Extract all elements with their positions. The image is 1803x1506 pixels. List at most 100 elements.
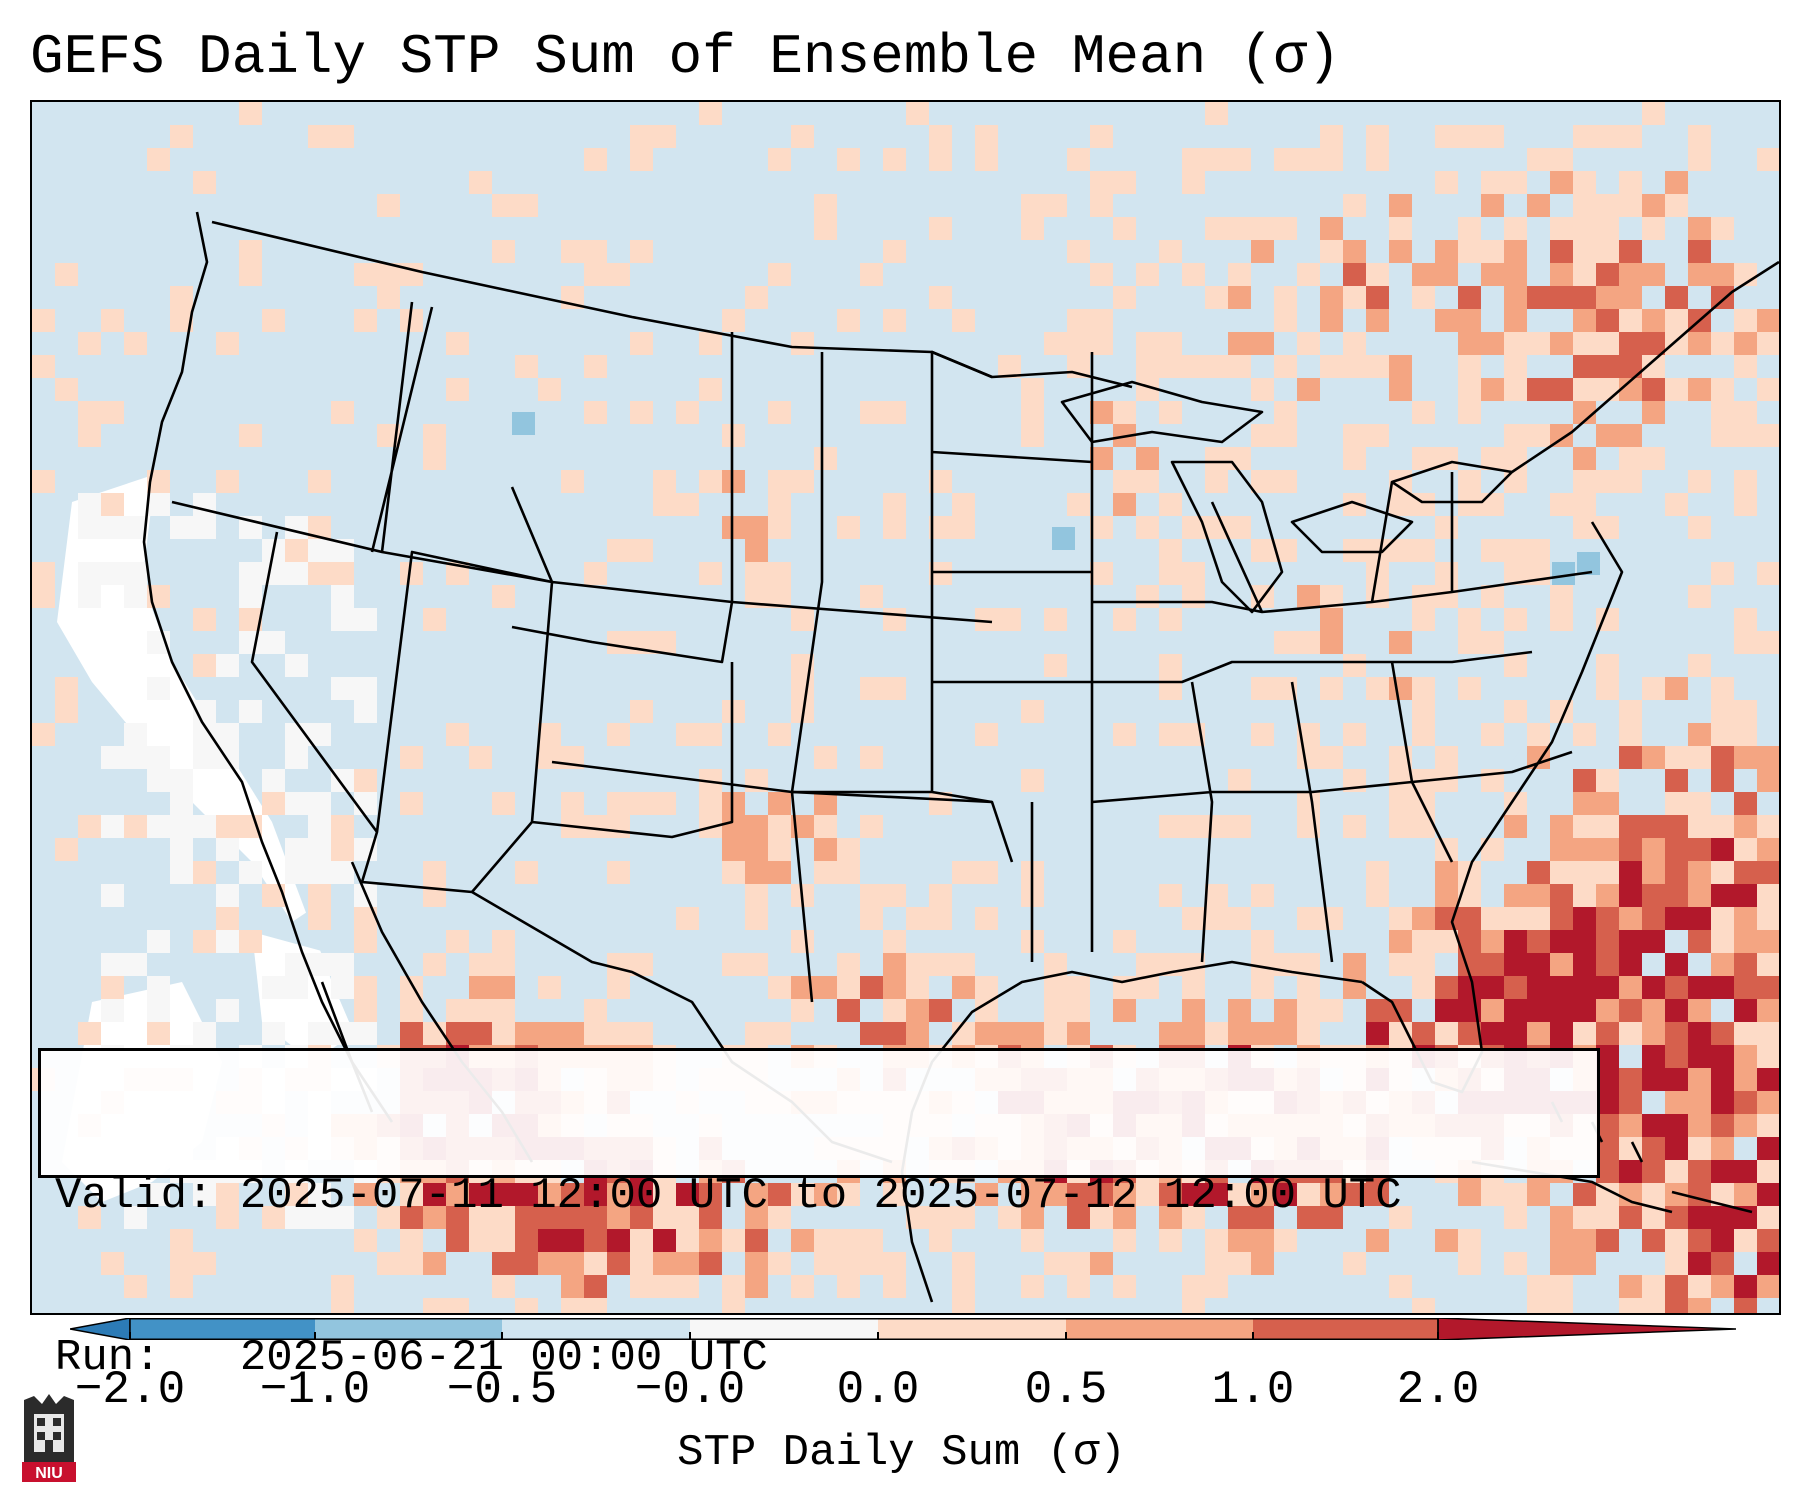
anomaly-cell: [814, 815, 837, 838]
anomaly-cell: [193, 1183, 216, 1206]
anomaly-cell: [1113, 470, 1136, 493]
anomaly-cell: [1642, 217, 1665, 240]
anomaly-cell: [1435, 309, 1458, 332]
anomaly-cell: [699, 1206, 722, 1229]
anomaly-cell: [1665, 1206, 1688, 1229]
anomaly-cell: [1688, 723, 1711, 746]
anomaly-cell: [1734, 746, 1757, 769]
anomaly-cell: [837, 976, 860, 999]
anomaly-cell: [1389, 953, 1412, 976]
anomaly-cell: [722, 1275, 745, 1298]
anomaly-cell: [1182, 1183, 1205, 1206]
anomaly-cell: [1527, 539, 1550, 562]
anomaly-cell: [1596, 654, 1619, 677]
anomaly-cell: [1159, 332, 1182, 355]
anomaly-cell: [1688, 792, 1711, 815]
anomaly-cell: [331, 562, 354, 585]
anomaly-cell: [1688, 585, 1711, 608]
anomaly-cell: [331, 401, 354, 424]
anomaly-cell: [1642, 309, 1665, 332]
anomaly-cell: [1228, 769, 1251, 792]
anomaly-cell: [1435, 562, 1458, 585]
anomaly-cell: [1297, 332, 1320, 355]
anomaly-cell: [1389, 240, 1412, 263]
anomaly-cell: [285, 792, 308, 815]
anomaly-cell: [423, 447, 446, 470]
anomaly-cell: [1642, 378, 1665, 401]
anomaly-cell: [745, 1022, 768, 1045]
anomaly-cell: [239, 930, 262, 953]
anomaly-cell: [1366, 999, 1389, 1022]
anomaly-cell: [1711, 1229, 1734, 1252]
anomaly-cell: [1734, 355, 1757, 378]
anomaly-cell: [860, 1229, 883, 1252]
anomaly-cell: [1619, 1298, 1642, 1313]
anomaly-cell: [1481, 930, 1504, 953]
anomaly-cell: [469, 1229, 492, 1252]
anomaly-cell: [883, 516, 906, 539]
anomaly-cell: [1688, 1252, 1711, 1275]
anomaly-cell: [791, 332, 814, 355]
anomaly-cell: [239, 700, 262, 723]
anomaly-cell: [630, 792, 653, 815]
anomaly-cell: [1297, 378, 1320, 401]
anomaly-cell: [1435, 516, 1458, 539]
anomaly-cell: [193, 608, 216, 631]
anomaly-cell: [768, 401, 791, 424]
anomaly-cell: [1527, 286, 1550, 309]
anomaly-cell: [722, 470, 745, 493]
anomaly-cell: [607, 263, 630, 286]
anomaly-cell: [285, 1206, 308, 1229]
anomaly-cell: [607, 1183, 630, 1206]
anomaly-cell: [308, 884, 331, 907]
anomaly-cell: [538, 723, 561, 746]
anomaly-cell: [1504, 378, 1527, 401]
anomaly-cell: [1182, 976, 1205, 999]
anomaly-cell: [1711, 1252, 1734, 1275]
anomaly-cell: [1527, 1275, 1550, 1298]
anomaly-cell: [1550, 263, 1573, 286]
anomaly-cell: [1412, 953, 1435, 976]
anomaly-cell: [216, 723, 239, 746]
anomaly-cell: [1504, 884, 1527, 907]
anomaly-cell: [883, 1183, 906, 1206]
anomaly-cell: [1596, 953, 1619, 976]
anomaly-cell: [906, 102, 929, 125]
anomaly-cell: [1274, 309, 1297, 332]
anomaly-cell: [1205, 1252, 1228, 1275]
anomaly-cell: [1044, 953, 1067, 976]
anomaly-cell: [1596, 930, 1619, 953]
anomaly-cell: [1320, 355, 1343, 378]
anomaly-cell: [1435, 769, 1458, 792]
anomaly-cell: [860, 976, 883, 999]
anomaly-cell: [1435, 263, 1458, 286]
anomaly-cell: [952, 953, 975, 976]
anomaly-cell: [1504, 286, 1527, 309]
anomaly-cell: [1757, 976, 1779, 999]
colorbar-bin: [690, 1318, 878, 1340]
anomaly-cell: [1527, 1022, 1550, 1045]
anomaly-cell: [1159, 539, 1182, 562]
anomaly-cell: [1711, 1114, 1734, 1137]
anomaly-cell: [1182, 263, 1205, 286]
anomaly-cell: [814, 194, 837, 217]
anomaly-cell: [1665, 815, 1688, 838]
anomaly-cell: [1504, 1183, 1527, 1206]
anomaly-cell: [1113, 1229, 1136, 1252]
anomaly-cell: [193, 861, 216, 884]
anomaly-cell: [1757, 884, 1779, 907]
anomaly-cell: [1251, 240, 1274, 263]
anomaly-cell: [170, 838, 193, 861]
anomaly-cell: [1596, 286, 1619, 309]
anomaly-cell: [1665, 792, 1688, 815]
colorbar-tick-label: 0.5: [1024, 1364, 1108, 1416]
anomaly-cell: [584, 240, 607, 263]
anomaly-cell: [768, 723, 791, 746]
anomaly-cell: [1573, 171, 1596, 194]
anomaly-cell: [1458, 240, 1481, 263]
anomaly-cell: [400, 309, 423, 332]
anomaly-cell: [1527, 1298, 1550, 1313]
anomaly-cell: [952, 493, 975, 516]
anomaly-cell: [308, 562, 331, 585]
anomaly-cell: [883, 884, 906, 907]
